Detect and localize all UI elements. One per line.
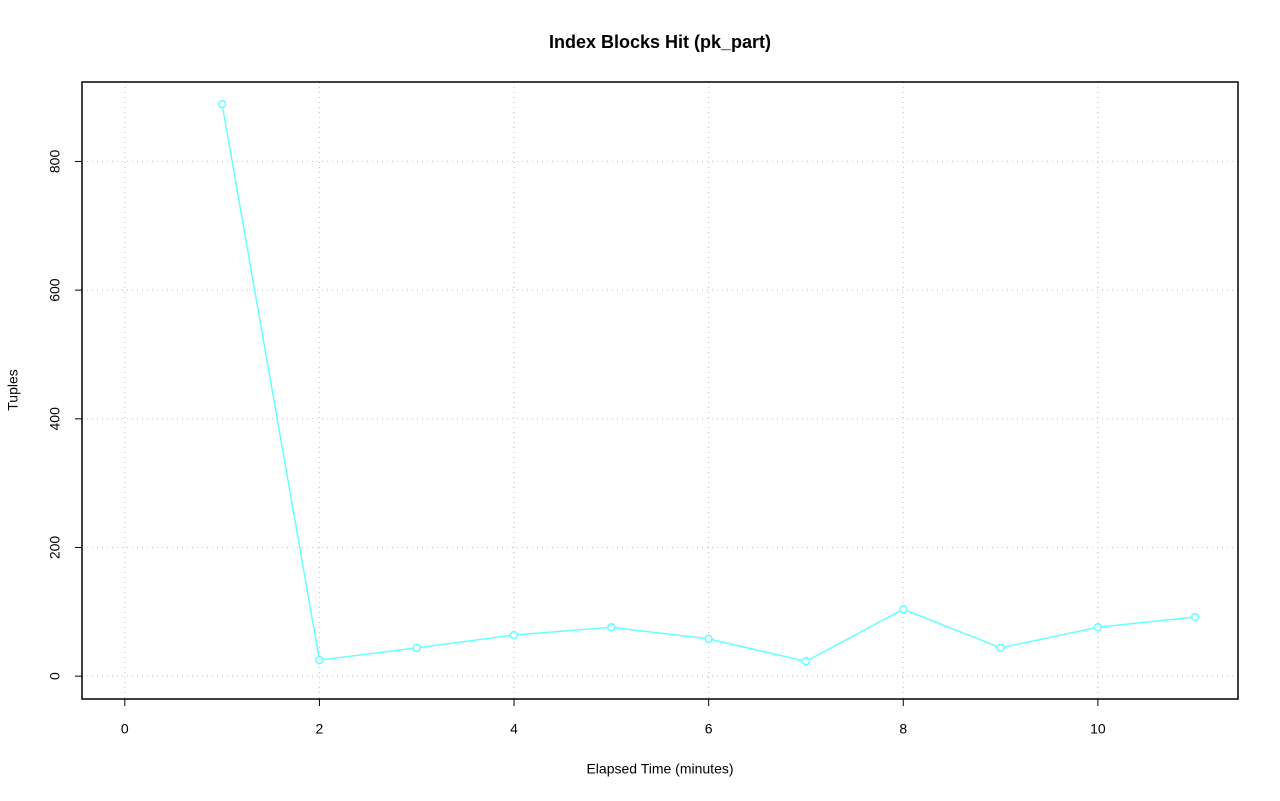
x-tick-label: 2 — [316, 721, 324, 737]
x-tick-label: 4 — [510, 721, 518, 737]
point — [315, 655, 324, 665]
x-tick-label: 10 — [1090, 721, 1106, 737]
point — [704, 634, 713, 644]
point — [412, 643, 421, 653]
chart-title: Index Blocks Hit (pk_part) — [549, 32, 771, 52]
x-tick-label: 6 — [705, 721, 713, 737]
point — [509, 630, 519, 640]
plot-frame — [81, 81, 1239, 700]
x-tick-label: 8 — [899, 721, 907, 737]
y-tick-label: 200 — [47, 536, 63, 560]
y-tick-label: 400 — [47, 407, 63, 431]
y-tick-label: 600 — [47, 278, 63, 302]
y-tick-label: 800 — [47, 150, 63, 174]
x-tick-label: 0 — [121, 721, 129, 737]
point — [607, 623, 616, 632]
y-axis-label: Tuples — [5, 369, 21, 411]
point — [1190, 612, 1200, 622]
point — [1093, 623, 1103, 632]
y-tick-label: 0 — [47, 672, 63, 680]
point — [996, 643, 1005, 653]
point — [899, 604, 908, 614]
point — [801, 657, 811, 666]
x-axis-label: Elapsed Time (minutes) — [586, 761, 733, 777]
point — [217, 99, 227, 109]
